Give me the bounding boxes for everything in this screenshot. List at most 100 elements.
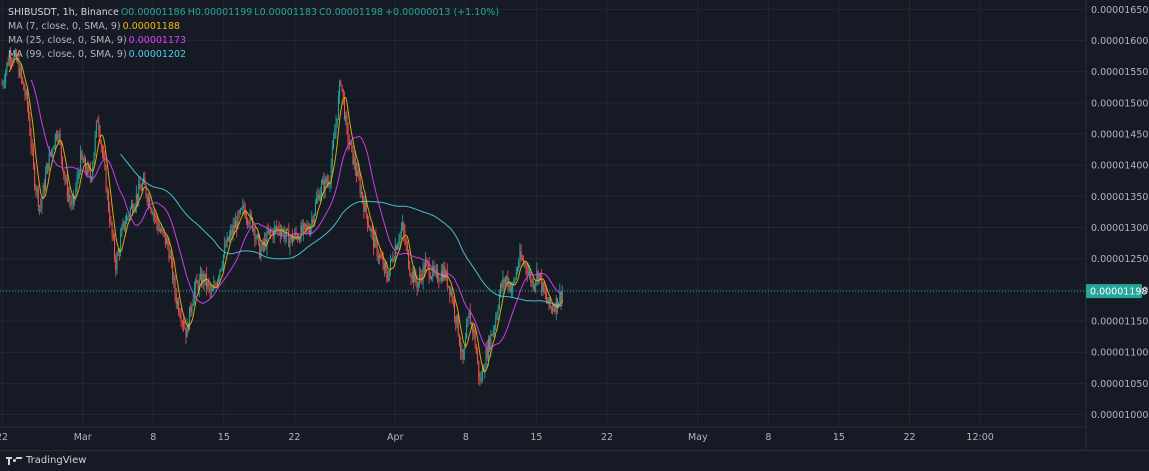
x-tick-label: 22 (0, 432, 8, 443)
candle-body (448, 285, 450, 287)
candle-body (64, 174, 66, 181)
candle-body (138, 184, 140, 200)
candle-body (406, 244, 408, 251)
ma25-legend[interactable]: MA (25, close, 0, SMA, 9) 0.00001173 (8, 34, 499, 48)
candle-body (192, 298, 194, 307)
candle-body (493, 326, 495, 330)
candle-body (301, 225, 303, 233)
candle-body (537, 271, 539, 280)
candle-body (460, 344, 462, 352)
candle-body (278, 227, 280, 232)
candle-body (513, 280, 515, 284)
candle-body (508, 282, 510, 287)
candle-body (352, 145, 354, 164)
candle-body (477, 353, 479, 361)
candle-body (443, 266, 445, 280)
candle-body (220, 268, 222, 271)
candle-body (342, 88, 344, 98)
candle-body (501, 284, 503, 288)
ma25-value: 0.00001173 (128, 35, 187, 46)
candle-body (316, 199, 318, 204)
candle-body (226, 236, 228, 247)
candle-body (23, 81, 25, 90)
candle-body (500, 284, 502, 295)
candle-body (370, 229, 372, 231)
candle-body (176, 300, 178, 304)
candle-body (147, 197, 149, 202)
candle-body (469, 311, 471, 325)
candle-body (451, 290, 453, 302)
candle-body (554, 308, 556, 312)
candle-body (153, 213, 155, 217)
candle-body (91, 177, 93, 179)
candle-body (416, 281, 418, 288)
candle-body (218, 277, 220, 281)
candle-body (229, 235, 231, 241)
candle-body (334, 132, 336, 139)
candle-body (183, 321, 185, 327)
candle-body (478, 360, 480, 378)
candle-body (69, 194, 71, 200)
candle-body (388, 269, 390, 281)
candle-body (152, 213, 154, 215)
candle-body (47, 163, 49, 170)
candle-body (454, 301, 456, 317)
candle-body (311, 219, 313, 227)
candle-body (36, 188, 38, 191)
candle-body (236, 221, 238, 229)
candle-body (391, 258, 393, 260)
candle-body (233, 225, 235, 229)
candle-body (520, 251, 522, 259)
candle-body (266, 231, 268, 248)
candle-body (393, 258, 395, 261)
ma7-legend[interactable]: MA (7, close, 0, SMA, 9) 0.00001188 (8, 20, 499, 34)
candle-body (214, 284, 216, 286)
candle-body (52, 149, 54, 151)
candle-body (287, 229, 289, 231)
candle-body (199, 273, 201, 279)
ma99-legend[interactable]: MA (99, close, 0, SMA, 9) 0.00001202 (8, 48, 499, 62)
candle-body (394, 245, 396, 259)
candle-body (386, 268, 388, 279)
open-value: O0.00001186 (120, 7, 186, 18)
candle-body (293, 237, 295, 242)
candle-body (310, 226, 312, 235)
candle-body (449, 285, 451, 295)
candle-body (59, 133, 61, 143)
candle-body (420, 274, 422, 277)
candle-body (155, 216, 157, 218)
ma99-value: 0.00001202 (128, 49, 187, 60)
candle-body (399, 233, 401, 242)
candle-body (379, 254, 381, 258)
candle-body (241, 208, 243, 210)
candle-body (137, 193, 139, 200)
candle-body (284, 235, 286, 239)
candle-body (41, 199, 43, 208)
candle-body (279, 231, 281, 236)
candle-body (186, 323, 188, 338)
ma99-line (120, 153, 563, 307)
candle-body (172, 260, 174, 281)
candle-body (319, 193, 321, 201)
candle-body (418, 274, 420, 283)
symbol-label[interactable]: SHIBUSDT, 1h, Binance (8, 7, 119, 18)
candle-body (364, 202, 366, 212)
candle-body (412, 271, 414, 283)
candle-body (34, 165, 36, 188)
candle-body (141, 183, 143, 191)
candle-body (11, 60, 13, 62)
candle-body (24, 89, 26, 96)
y-tick-label: 0.00001350 (1091, 192, 1148, 203)
candle-body (485, 348, 487, 368)
candle-body (509, 282, 511, 292)
candle-body (191, 306, 193, 312)
candle-body (101, 146, 103, 154)
tradingview-logo[interactable]: TradingView (6, 455, 86, 466)
candle-body (70, 199, 72, 205)
candle-body (134, 205, 136, 210)
candle-body (294, 232, 296, 238)
candle-body (382, 259, 384, 269)
candle-body (538, 273, 540, 280)
